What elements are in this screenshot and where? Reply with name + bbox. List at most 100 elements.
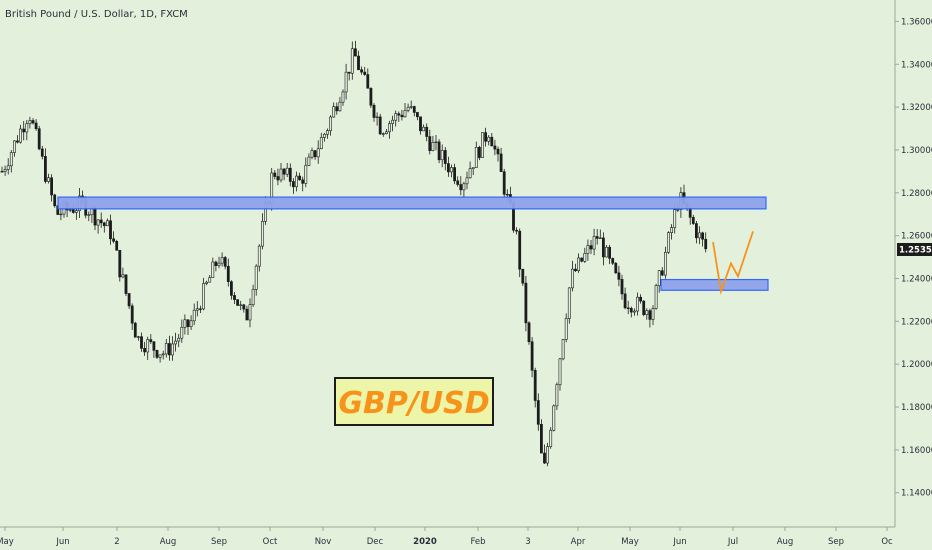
price-axis[interactable]: 1.36000 1.34000 1.32000 1.30000 1.28000 1.260… — [895, 17, 932, 499]
candle-body — [657, 270, 661, 286]
time-tick-label: Oct — [263, 537, 278, 547]
candle-body — [474, 147, 478, 168]
candle-body — [282, 168, 286, 175]
candle-body — [409, 106, 413, 108]
candle-body — [220, 257, 224, 264]
candle-body — [533, 369, 537, 401]
candle-body — [304, 165, 308, 184]
candlestick-series — [0, 40, 708, 467]
candle-body — [530, 341, 534, 371]
candle-body — [180, 327, 184, 339]
candle-body — [465, 177, 469, 185]
candle-body — [651, 308, 655, 320]
candle-body — [456, 180, 460, 185]
candle-body — [109, 220, 112, 240]
candle-body — [68, 209, 72, 211]
candle-body — [481, 132, 484, 158]
candle-body — [161, 353, 165, 356]
price-tick-label: 1.14000 — [901, 489, 932, 499]
candle-body — [391, 119, 395, 124]
candle-body — [102, 222, 106, 227]
time-tick-label: 2020 — [413, 537, 437, 547]
candle-body — [502, 171, 506, 195]
time-tick-label: Dec — [367, 537, 384, 547]
candle-body — [493, 145, 497, 150]
candle-body — [394, 113, 398, 121]
candle-body — [372, 104, 376, 118]
candle-body — [642, 300, 646, 315]
candle-body — [639, 296, 643, 302]
candle-body — [19, 128, 23, 143]
candle-body — [75, 210, 78, 213]
candle-body — [691, 217, 695, 224]
candle-body — [43, 156, 47, 182]
candle-body — [171, 343, 174, 356]
candle-body — [673, 209, 677, 228]
time-axis[interactable]: May Jun 2 Aug Sep Oct Nov Dec 2020 Feb 3 Apr May Jun J… — [0, 527, 893, 547]
candle-body — [127, 293, 131, 307]
candle-body — [310, 150, 314, 158]
candle-body — [248, 304, 252, 321]
candle-body — [40, 148, 44, 157]
candle-body — [586, 245, 590, 254]
candle-body — [25, 123, 29, 133]
time-tick-label: Jul — [727, 537, 738, 547]
candle-body — [412, 106, 416, 113]
candle-body — [536, 400, 540, 425]
candle-body — [279, 168, 283, 181]
candle-body — [645, 310, 649, 315]
time-tick-label: 3 — [525, 537, 530, 547]
price-tick-label: 1.20000 — [901, 360, 932, 370]
time-tick-label: Oc — [881, 537, 893, 547]
candle-body — [459, 184, 463, 191]
candle-body — [236, 299, 240, 306]
candle-body — [214, 261, 218, 266]
candle-body — [335, 106, 339, 112]
candle-body — [93, 207, 97, 226]
candle-body — [137, 336, 140, 338]
candle-body — [648, 310, 652, 320]
gbpusd-label: GBP/USD — [334, 377, 494, 426]
candle-body — [273, 172, 277, 177]
candle-body — [106, 220, 109, 227]
candle-body — [174, 340, 178, 345]
gbpusd-label-text: GBP/USD — [338, 386, 489, 421]
support-zone[interactable] — [660, 278, 769, 291]
candle-body — [623, 293, 627, 309]
candle-body — [446, 163, 450, 173]
candle-body — [288, 167, 292, 182]
candle-body — [632, 310, 636, 313]
candle-body — [561, 339, 565, 360]
candle-body — [601, 237, 605, 258]
candle-body — [366, 74, 370, 89]
candle-body — [605, 246, 608, 258]
resistance-zone[interactable] — [57, 196, 767, 210]
candle-body — [577, 257, 581, 272]
candle-body — [295, 175, 298, 188]
candle-body — [608, 246, 612, 259]
candle-body — [403, 110, 407, 118]
candle-body — [670, 227, 674, 233]
candle-body — [701, 232, 705, 240]
candle-body — [341, 91, 345, 103]
candle-body — [443, 150, 447, 164]
candle-body — [353, 48, 357, 57]
candle-body — [676, 209, 680, 211]
candle-body — [363, 71, 367, 75]
time-tick-label: Sep — [211, 537, 227, 547]
candle-body — [477, 147, 481, 158]
time-tick-label: May — [621, 537, 639, 547]
candle-body — [329, 116, 333, 131]
price-tick-label: 1.32000 — [901, 103, 932, 113]
candle-body — [31, 120, 35, 124]
projection-path — [712, 231, 754, 295]
candle-body — [96, 219, 100, 226]
price-tick-label: 1.18000 — [901, 403, 932, 413]
candle-body — [663, 251, 667, 276]
time-tick-label: Aug — [777, 537, 794, 547]
chart-title: British Pound / U.S. Dollar, 1D, FXCM — [5, 9, 188, 20]
candle-body — [37, 128, 41, 150]
candle-body — [313, 150, 317, 158]
